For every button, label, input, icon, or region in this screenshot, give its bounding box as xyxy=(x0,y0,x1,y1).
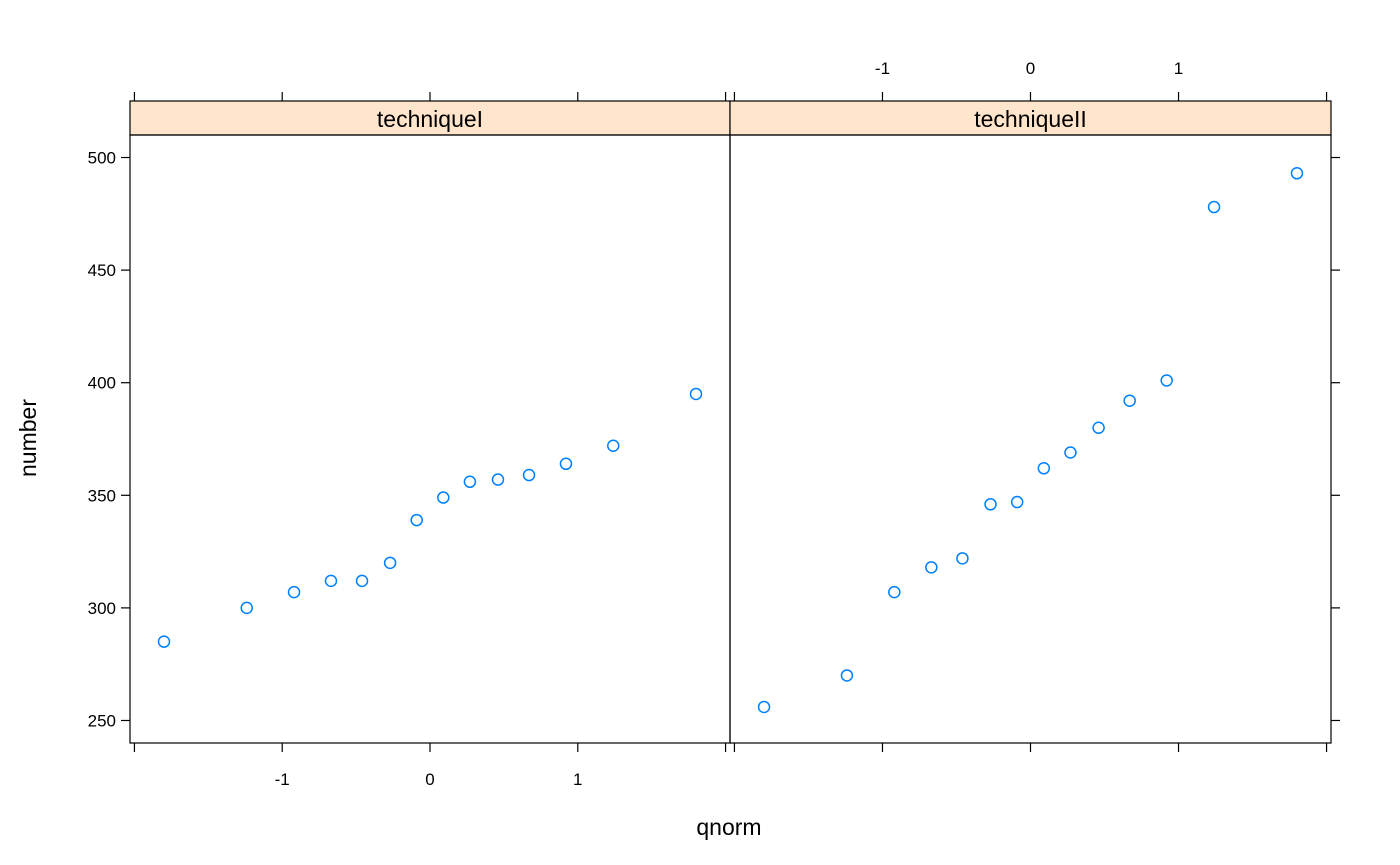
strip-label: techniqueII xyxy=(974,106,1087,132)
data-point xyxy=(1123,394,1136,407)
y-tick-label: 400 xyxy=(88,374,116,393)
data-point xyxy=(1160,374,1173,387)
data-point xyxy=(956,552,969,565)
panel-techniqueII: techniqueII -1 0 1 xyxy=(729,59,1332,752)
x-tick-label: -1 xyxy=(275,770,290,789)
data-point xyxy=(240,601,253,615)
data-point xyxy=(689,387,703,401)
panel-frame xyxy=(129,134,731,744)
data-point xyxy=(157,635,171,648)
data-point xyxy=(888,585,901,599)
data-point xyxy=(607,439,620,453)
x-tick-label: 1 xyxy=(573,770,582,789)
data-point xyxy=(1037,462,1051,475)
data-point xyxy=(1092,421,1105,434)
panel-frame xyxy=(729,134,1332,744)
data-point xyxy=(355,574,369,588)
x-axis-title: qnorm xyxy=(696,814,761,840)
y-tick-label: 500 xyxy=(88,149,116,168)
data-point xyxy=(437,491,450,504)
x-tick-label: -1 xyxy=(875,59,890,78)
data-point xyxy=(1207,200,1221,214)
data-point xyxy=(1010,495,1024,509)
y-tick-label: 450 xyxy=(88,261,116,280)
y-tick-label: 250 xyxy=(88,711,116,730)
data-point xyxy=(383,556,397,570)
data-point xyxy=(757,700,771,714)
x-tick-label: 0 xyxy=(425,770,434,789)
data-point xyxy=(324,574,338,588)
x-tick-label: 0 xyxy=(1026,59,1035,78)
strip-background xyxy=(129,100,731,136)
x-tick-label: 1 xyxy=(1174,59,1183,78)
data-point xyxy=(559,457,573,471)
data-point xyxy=(1290,167,1304,180)
panel-techniqueI: techniqueI -1 0 1 xyxy=(129,92,731,789)
data-point xyxy=(984,498,997,511)
data-point xyxy=(410,513,423,527)
strip-background xyxy=(729,100,1332,136)
data-point xyxy=(522,468,536,482)
y-tick-label: 300 xyxy=(88,599,116,618)
data-point xyxy=(287,585,301,599)
data-point xyxy=(491,473,505,486)
strip-label: techniqueI xyxy=(377,106,483,132)
data-point xyxy=(925,561,938,574)
y-tick-label: 350 xyxy=(88,486,116,505)
y-axis-title: number xyxy=(15,399,41,477)
data-point xyxy=(1064,446,1077,459)
data-point xyxy=(463,475,477,489)
data-point xyxy=(840,669,854,682)
